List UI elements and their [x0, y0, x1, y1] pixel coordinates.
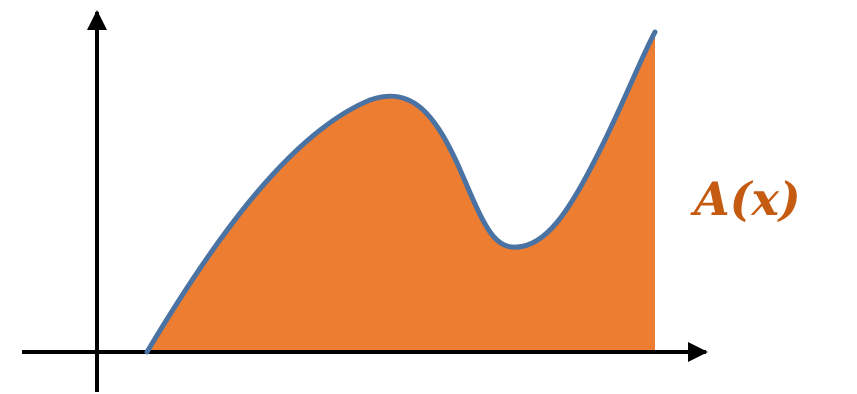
area-function-label: A(x)	[694, 172, 801, 226]
shaded-area	[147, 32, 655, 352]
function-curve	[144, 29, 658, 355]
